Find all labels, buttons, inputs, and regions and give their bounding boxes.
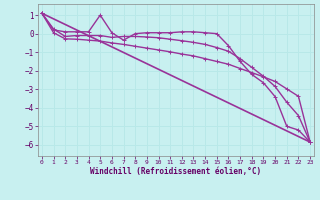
X-axis label: Windchill (Refroidissement éolien,°C): Windchill (Refroidissement éolien,°C) <box>91 167 261 176</box>
